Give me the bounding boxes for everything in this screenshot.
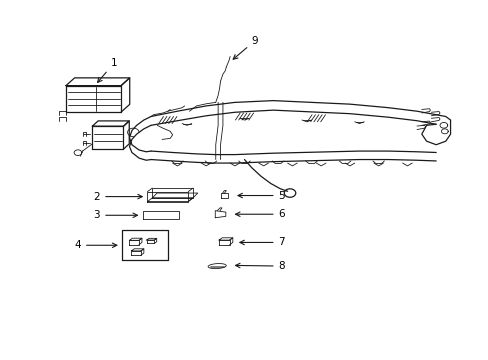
Text: 1: 1 — [98, 58, 117, 82]
Text: 9: 9 — [233, 36, 258, 59]
Text: 8: 8 — [235, 261, 285, 271]
Text: 7: 7 — [240, 238, 285, 247]
Text: 2: 2 — [93, 192, 142, 202]
Text: 5: 5 — [238, 190, 285, 201]
Text: 4: 4 — [74, 240, 117, 250]
Text: 6: 6 — [235, 209, 285, 219]
Text: 3: 3 — [93, 210, 137, 220]
Ellipse shape — [208, 264, 226, 269]
Circle shape — [284, 189, 295, 197]
